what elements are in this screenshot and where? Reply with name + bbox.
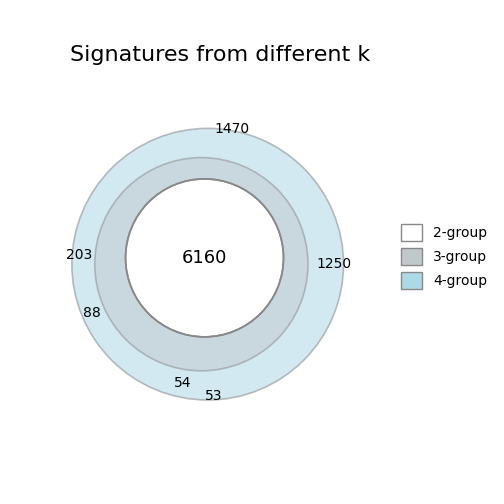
Text: 1250: 1250 <box>317 257 352 271</box>
Circle shape <box>95 158 308 371</box>
Title: Signatures from different k: Signatures from different k <box>70 45 370 65</box>
Text: 1470: 1470 <box>215 122 249 136</box>
Text: 54: 54 <box>174 376 191 390</box>
Circle shape <box>125 179 283 337</box>
Text: 88: 88 <box>83 306 100 320</box>
Circle shape <box>72 129 344 400</box>
Text: 203: 203 <box>66 248 92 262</box>
Text: 53: 53 <box>205 389 223 403</box>
Legend: 2-group, 3-group, 4-group: 2-group, 3-group, 4-group <box>396 218 492 294</box>
Text: 6160: 6160 <box>182 249 227 267</box>
